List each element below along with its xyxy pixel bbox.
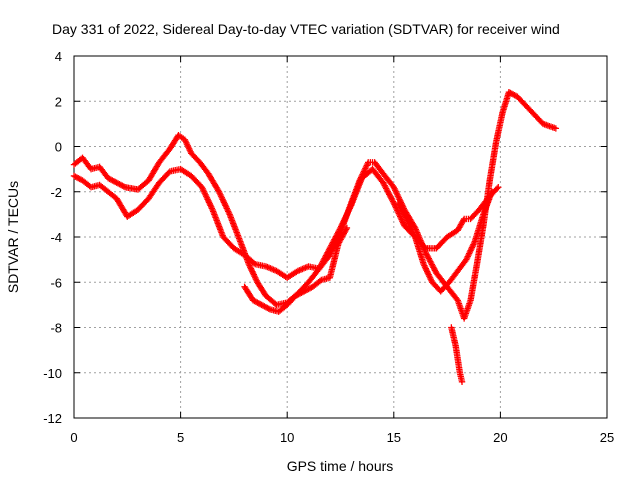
data-point (342, 226, 350, 233)
data-point (265, 305, 272, 312)
y-tick-label: 4 (55, 49, 62, 64)
x-tick-label: 25 (600, 430, 614, 445)
data-point (389, 198, 397, 205)
data-points (70, 89, 560, 385)
y-tick-label: -8 (50, 321, 62, 336)
data-point (120, 183, 127, 190)
chart-title: Day 331 of 2022, Sidereal Day-to-day VTE… (52, 21, 560, 37)
data-point (495, 184, 502, 191)
x-tick-label: 15 (387, 430, 401, 445)
y-tick-label: 0 (55, 140, 62, 155)
y-tick-label: -12 (43, 411, 62, 426)
data-point (488, 188, 496, 195)
data-point (460, 217, 467, 224)
x-axis-label: GPS time / hours (287, 458, 394, 474)
data-point (458, 378, 466, 385)
x-tick-label: 10 (280, 430, 294, 445)
y-tick-label: -4 (50, 230, 62, 245)
data-point (421, 243, 428, 251)
data-point (493, 185, 501, 192)
data-point (343, 224, 351, 232)
x-tick-label: 5 (177, 430, 184, 445)
data-point (336, 226, 343, 233)
y-axis-label: SDTVAR / TECUs (5, 181, 21, 293)
x-tick-label: 20 (493, 430, 507, 445)
y-tick-label: 2 (55, 94, 62, 109)
y-tick-label: -6 (50, 275, 62, 290)
y-tick-label: -2 (50, 185, 62, 200)
data-point (552, 125, 560, 132)
y-tick-label: -10 (43, 366, 62, 381)
x-tick-label: 0 (70, 430, 77, 445)
